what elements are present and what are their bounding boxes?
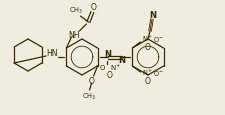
Text: N$^{+}$: N$^{+}$ xyxy=(110,62,120,73)
Text: $^{-}$O: $^{-}$O xyxy=(94,63,106,72)
Text: O$^{-}$: O$^{-}$ xyxy=(152,34,163,43)
Text: N: N xyxy=(118,56,125,65)
Text: NH: NH xyxy=(68,30,80,39)
Text: O$^{-}$: O$^{-}$ xyxy=(152,68,163,77)
Text: N$^{+}$: N$^{+}$ xyxy=(142,67,152,78)
Text: CH$_3$: CH$_3$ xyxy=(69,6,83,16)
Text: O: O xyxy=(90,3,96,12)
Text: N: N xyxy=(149,10,156,19)
Text: CH$_3$: CH$_3$ xyxy=(82,91,96,101)
Text: O: O xyxy=(144,42,150,51)
Text: N: N xyxy=(104,50,111,59)
Text: O: O xyxy=(88,76,94,85)
Text: N$^{+}$: N$^{+}$ xyxy=(142,34,152,44)
Text: O: O xyxy=(144,76,150,85)
Text: O: O xyxy=(107,70,112,79)
Text: HN: HN xyxy=(46,49,58,58)
